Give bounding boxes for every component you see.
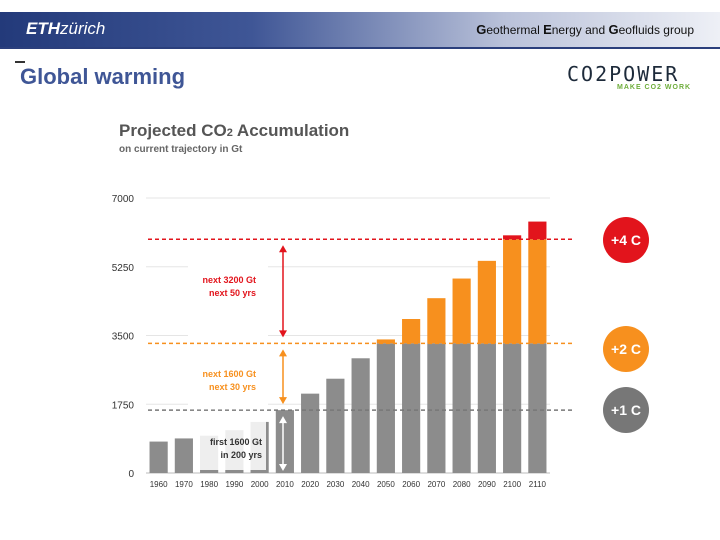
white-arrow-head-down: [279, 464, 287, 471]
temp-badge-2: +4 C: [603, 217, 649, 263]
header-bar: [0, 12, 720, 48]
red-annotation-box: [188, 259, 268, 340]
bar-grey-2060: [402, 343, 421, 473]
red-arrow-head-up: [279, 245, 287, 253]
x-tick-label-2080: 2080: [453, 480, 471, 489]
bar-orange-2060: [402, 319, 421, 344]
x-tick-label-1990: 1990: [225, 480, 243, 489]
bar-grey-2090: [477, 343, 496, 473]
x-tick-label-2010: 2010: [276, 480, 294, 489]
y-tick-label-4: 7000: [112, 194, 135, 205]
bar-grey-1960: [149, 441, 168, 473]
bar-red-2100: [503, 235, 522, 240]
bar-orange-2110: [528, 239, 547, 344]
chart-title: Projected CO2 Accumulation: [119, 121, 350, 140]
red-annotation-line-1: next 3200 Gt: [202, 275, 256, 285]
x-tick-label-2060: 2060: [402, 480, 420, 489]
group-name: Geothermal Energy and Geofluids group: [476, 22, 694, 37]
eth-zurich-logo: ETHzürich: [26, 19, 106, 38]
white-arrow-head-up: [279, 416, 287, 424]
bar-red-2110: [528, 221, 547, 240]
x-tick-label-1980: 1980: [200, 480, 218, 489]
bar-grey-2040: [351, 358, 370, 473]
bar-orange-2100: [503, 239, 522, 344]
x-tick-label-2040: 2040: [352, 480, 370, 489]
bar-grey-2070: [427, 343, 446, 473]
bar-orange-2080: [452, 278, 471, 344]
x-tick-label-2000: 2000: [251, 480, 269, 489]
orange-annotation-line-2: next 30 yrs: [209, 382, 256, 392]
orange-arrow-head-up: [279, 349, 287, 357]
x-tick-label-1970: 1970: [175, 480, 193, 489]
bar-grey-2010: [275, 410, 294, 473]
x-tick-label-2050: 2050: [377, 480, 395, 489]
red-arrow-head-down: [279, 330, 287, 338]
y-tick-label-2: 3500: [112, 332, 135, 343]
y-tick-label-0: 0: [128, 469, 134, 480]
temp-badge-1: +2 C: [603, 326, 649, 372]
chart-subtitle: on current trajectory in Gt: [119, 144, 243, 155]
grey-annotation-line-1: first 1600 Gt: [210, 437, 262, 447]
bar-orange-2090: [477, 260, 496, 344]
x-tick-label-2070: 2070: [427, 480, 445, 489]
bar-grey-2080: [452, 343, 471, 473]
co2power-logo: CO2POWER: [567, 62, 680, 86]
bar-grey-2050: [376, 343, 395, 473]
x-tick-label-2090: 2090: [478, 480, 496, 489]
grey-annotation-line-2: in 200 yrs: [220, 450, 262, 460]
x-tick-label-2020: 2020: [301, 480, 319, 489]
bar-grey-1970: [174, 438, 193, 473]
orange-annotation-box: [188, 349, 268, 410]
bar-grey-2020: [301, 393, 320, 473]
bar-orange-2050: [376, 339, 395, 344]
bar-grey-2100: [503, 343, 522, 473]
y-tick-label-3: 5250: [112, 263, 135, 274]
title-dash: [15, 61, 25, 63]
grey-annotation-box: [196, 413, 266, 470]
bar-grey-2110: [528, 343, 547, 473]
orange-arrow-head-down: [279, 397, 287, 405]
bar-grey-2030: [326, 378, 345, 473]
x-tick-label-2100: 2100: [503, 480, 521, 489]
slide-title: Global warming: [20, 64, 186, 89]
x-tick-label-2030: 2030: [326, 480, 344, 489]
header-divider: [0, 47, 720, 49]
co2power-tagline: MAKE CO2 WORK: [617, 84, 692, 91]
bar-orange-2070: [427, 298, 446, 344]
temp-badge-0: +1 C: [603, 387, 649, 433]
y-tick-label-1: 1750: [112, 400, 135, 411]
orange-annotation-line-1: next 1600 Gt: [202, 369, 256, 379]
red-annotation-line-2: next 50 yrs: [209, 288, 256, 298]
x-tick-label-1960: 1960: [150, 480, 168, 489]
x-tick-label-2110: 2110: [529, 480, 547, 489]
